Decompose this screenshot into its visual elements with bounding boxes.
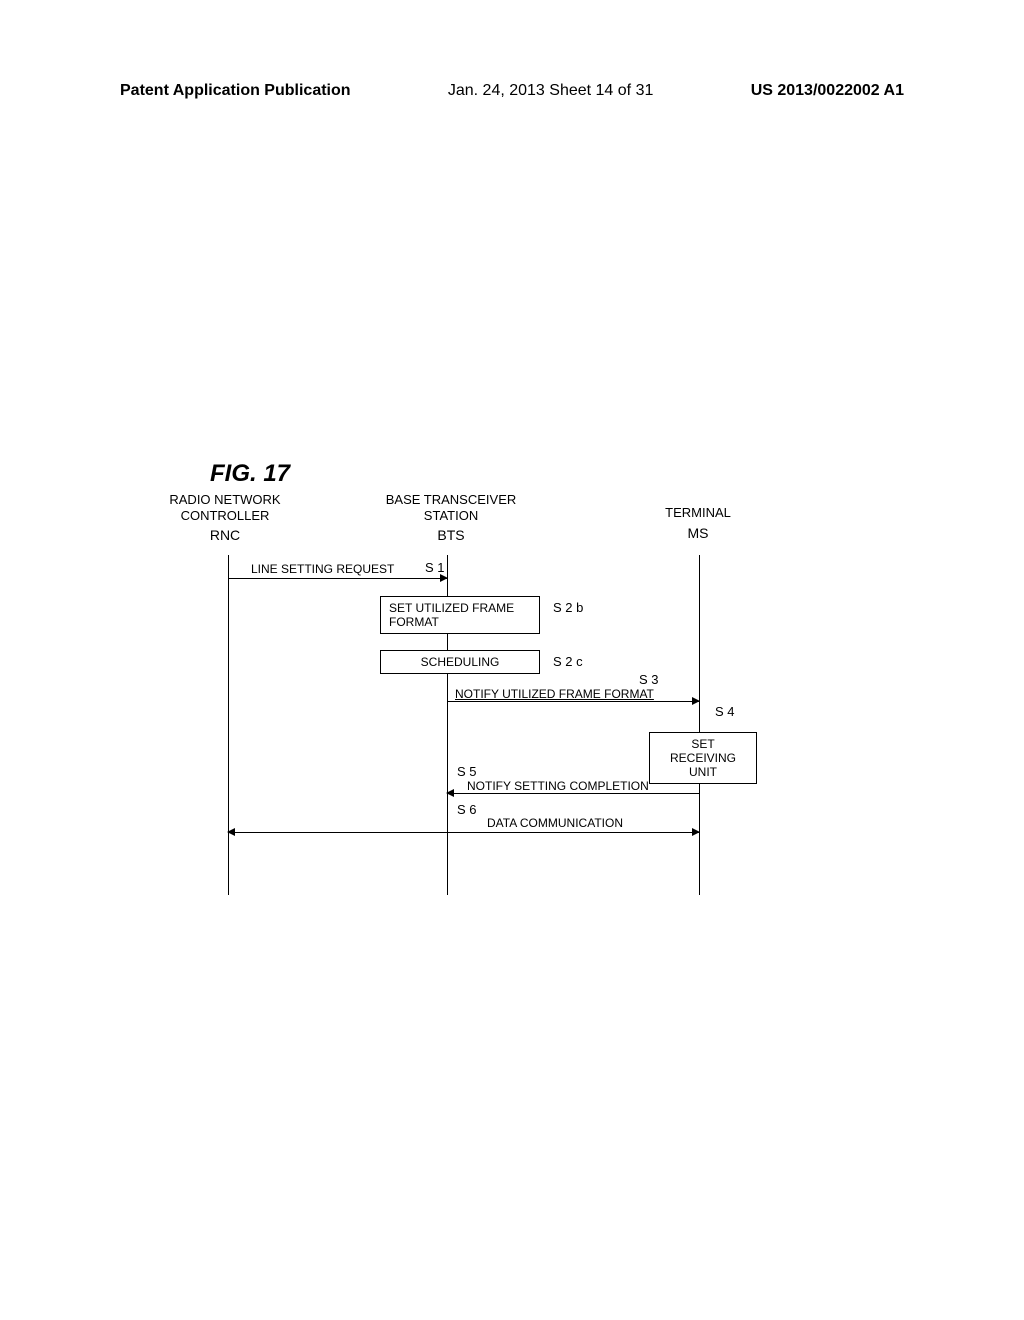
proc-s4-text: SET RECEIVINGUNIT xyxy=(670,737,736,779)
proc-s2b-text: SET UTILIZED FRAMEFORMAT xyxy=(389,601,514,629)
actor-ms: TERMINAL MS xyxy=(653,505,743,541)
actor-ms-sub: MS xyxy=(653,525,743,542)
actor-rnc-title: RADIO NETWORKCONTROLLER xyxy=(169,492,280,523)
lifeline-ms xyxy=(699,555,700,895)
msg-s3-line xyxy=(447,701,699,702)
actor-bts: BASE TRANSCEIVERSTATION BTS xyxy=(371,492,531,544)
step-s6-label: S 6 xyxy=(457,802,477,817)
page-header: Patent Application Publication Jan. 24, … xyxy=(120,82,904,100)
step-s2c-label: S 2 c xyxy=(553,654,583,669)
sequence-diagram: FIG. 17 RADIO NETWORKCONTROLLER RNC BASE… xyxy=(155,460,885,920)
msg-s1-text: LINE SETTING REQUEST xyxy=(251,562,394,576)
msg-s5-text: NOTIFY SETTING COMPLETION xyxy=(467,779,649,793)
step-s1-label: S 1 xyxy=(425,560,445,575)
actor-ms-title: TERMINAL xyxy=(665,505,731,520)
header-right: US 2013/0022002 A1 xyxy=(751,82,904,100)
step-s4-label: S 4 xyxy=(715,704,735,719)
step-s5-label: S 5 xyxy=(457,764,477,779)
figure-label: FIG. 17 xyxy=(210,460,290,488)
msg-s6-text: DATA COMMUNICATION xyxy=(487,816,623,830)
header-left: Patent Application Publication xyxy=(120,82,351,100)
proc-s4-box: SET RECEIVINGUNIT xyxy=(649,732,757,784)
proc-s2c-text: SCHEDULING xyxy=(421,655,500,669)
actor-rnc-sub: RNC xyxy=(155,527,295,544)
actor-bts-sub: BTS xyxy=(371,527,531,544)
header-center: Jan. 24, 2013 Sheet 14 of 31 xyxy=(448,82,654,100)
actor-rnc: RADIO NETWORKCONTROLLER RNC xyxy=(155,492,295,544)
lifeline-rnc xyxy=(228,555,229,895)
proc-s2b-box: SET UTILIZED FRAMEFORMAT xyxy=(380,596,540,634)
step-s3-label: S 3 xyxy=(639,672,659,687)
step-s2b-label: S 2 b xyxy=(553,600,583,615)
msg-s5-line xyxy=(447,793,699,794)
msg-s6-line xyxy=(228,832,699,833)
msg-s1-line xyxy=(228,578,447,579)
msg-s3-text: NOTIFY UTILIZED FRAME FORMAT xyxy=(455,687,654,701)
proc-s2c-box: SCHEDULING xyxy=(380,650,540,674)
actor-bts-title: BASE TRANSCEIVERSTATION xyxy=(386,492,517,523)
